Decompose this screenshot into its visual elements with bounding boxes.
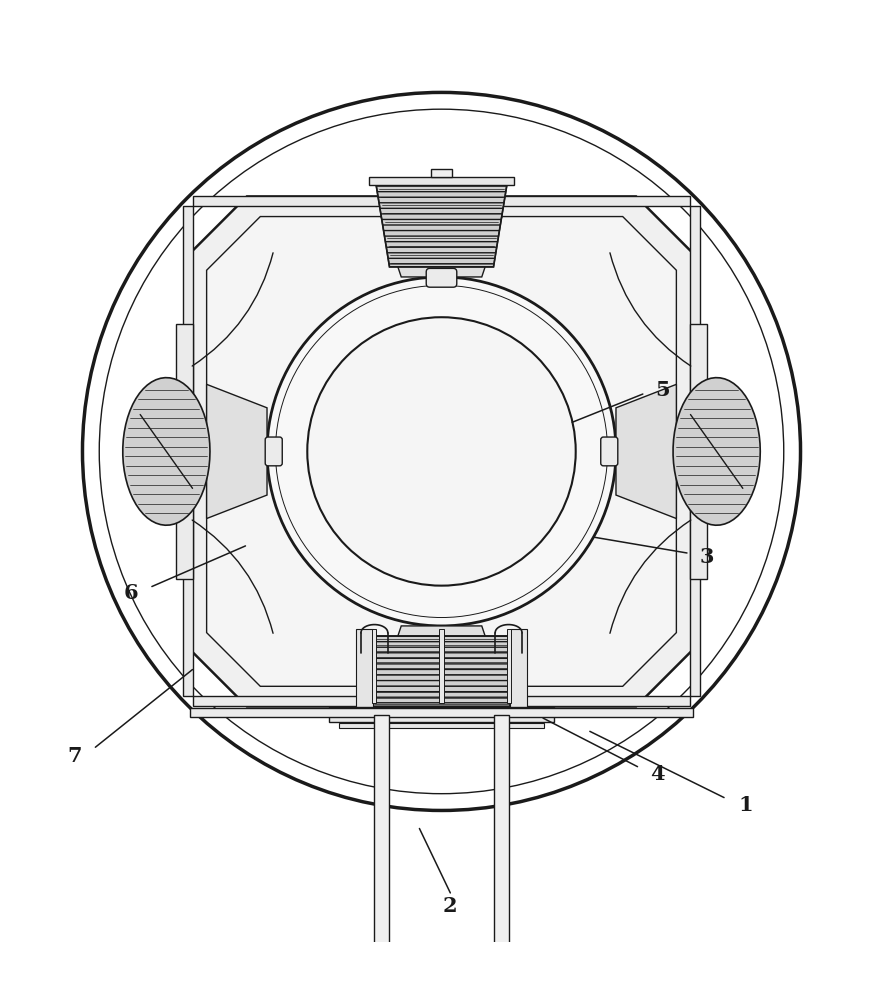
Polygon shape <box>381 217 502 277</box>
Text: 7: 7 <box>68 746 82 766</box>
Text: 4: 4 <box>651 764 665 784</box>
Bar <box>369 177 514 185</box>
Bar <box>690 206 700 696</box>
Bar <box>432 169 451 177</box>
Bar <box>193 696 690 706</box>
Polygon shape <box>163 391 177 425</box>
Bar <box>339 723 544 728</box>
Polygon shape <box>376 185 507 267</box>
FancyBboxPatch shape <box>265 437 283 466</box>
Bar <box>183 206 193 696</box>
Polygon shape <box>186 196 697 706</box>
Text: 3: 3 <box>699 547 713 567</box>
Bar <box>690 324 706 579</box>
Bar <box>374 715 389 988</box>
Polygon shape <box>207 217 676 686</box>
Polygon shape <box>123 378 210 525</box>
FancyBboxPatch shape <box>426 268 457 287</box>
Circle shape <box>267 277 616 626</box>
Polygon shape <box>510 629 527 711</box>
Text: 5: 5 <box>655 380 669 400</box>
Text: 2: 2 <box>443 896 457 916</box>
Bar <box>190 708 693 717</box>
Bar <box>329 707 554 722</box>
Bar <box>373 629 376 703</box>
Polygon shape <box>163 478 177 512</box>
Circle shape <box>374 976 389 991</box>
Circle shape <box>494 976 509 991</box>
FancyBboxPatch shape <box>600 437 618 466</box>
Polygon shape <box>369 636 514 706</box>
Polygon shape <box>673 378 760 525</box>
Polygon shape <box>706 391 720 425</box>
Polygon shape <box>207 384 267 519</box>
Circle shape <box>307 317 576 586</box>
Bar <box>440 629 443 703</box>
Polygon shape <box>706 478 720 512</box>
Polygon shape <box>616 384 676 519</box>
Text: 1: 1 <box>739 795 753 815</box>
Polygon shape <box>356 629 373 711</box>
Text: 6: 6 <box>124 583 138 603</box>
Bar <box>177 324 193 579</box>
Bar <box>494 715 509 988</box>
Circle shape <box>82 92 801 810</box>
Bar <box>193 196 690 206</box>
Polygon shape <box>381 626 502 686</box>
Bar <box>507 629 510 703</box>
